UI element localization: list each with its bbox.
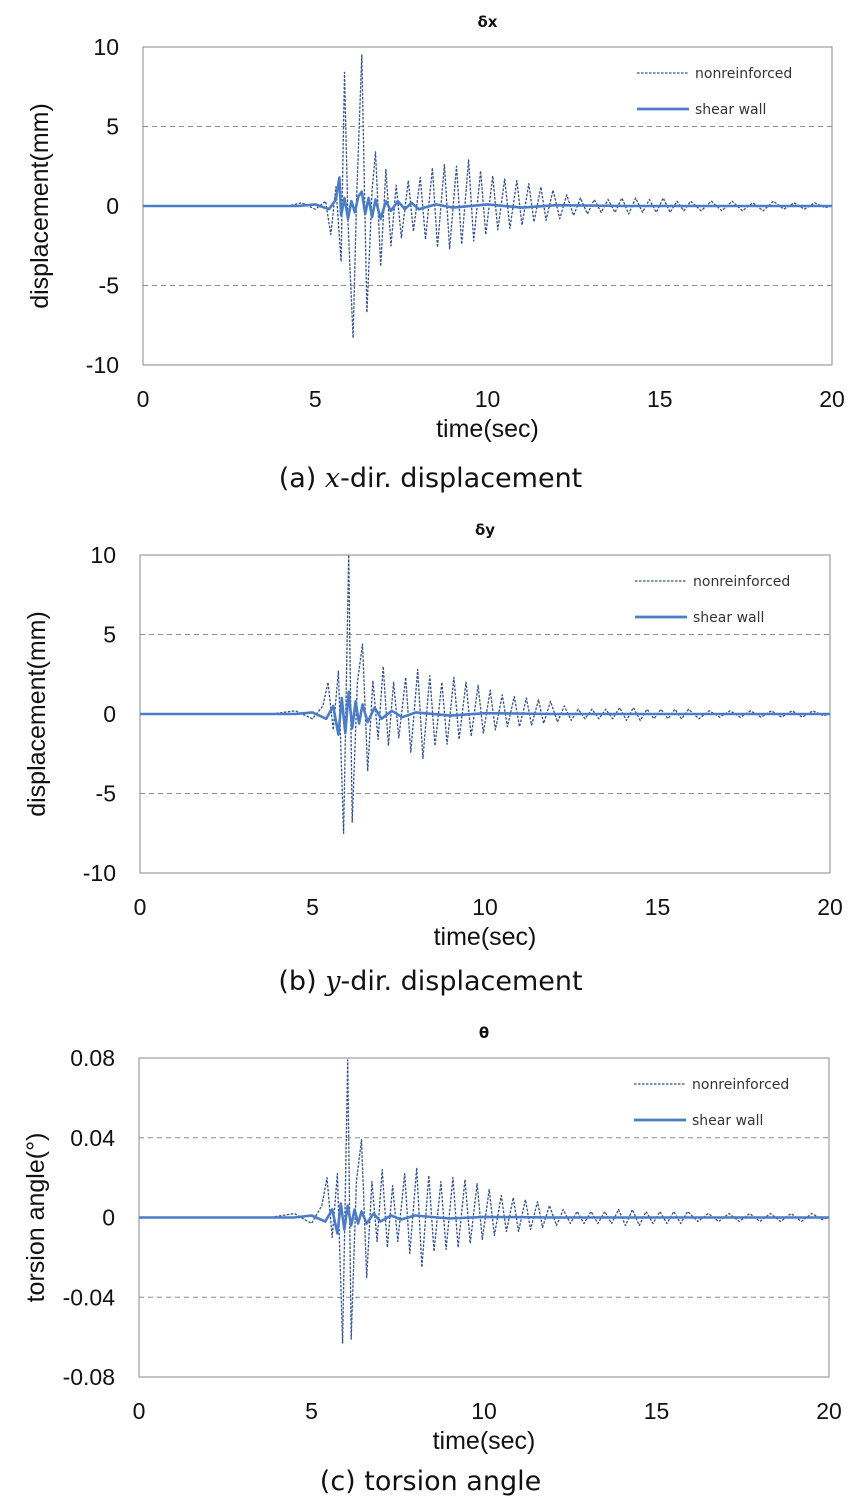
y-tick-label: 5: [103, 622, 116, 648]
x-tick-label: 20: [817, 894, 843, 920]
x-tick-label: 10: [471, 1398, 497, 1424]
x-tick-label: 5: [305, 1398, 318, 1424]
y-axis-label: displacement(mm): [26, 103, 54, 309]
y-tick-label: 10: [93, 34, 119, 60]
y-tick-label: 5: [106, 114, 119, 140]
series-line-shear-wall: [143, 176, 832, 220]
legend-label: shear wall: [695, 102, 766, 118]
y-displacement-chart: δy 10 5 0 -5 -10 0 5 10 15 20 time(sec) displacement…: [23, 521, 843, 951]
x-tick-label: 0: [134, 894, 147, 920]
x-tick-label: 5: [306, 894, 319, 920]
legend-label: nonreinforced: [693, 574, 790, 590]
series-line-nonreinforced: [139, 1059, 830, 1344]
chart-title: θ: [479, 1024, 489, 1042]
series-line-nonreinforced: [140, 554, 831, 834]
torsion-angle-chart: θ 0.08 0.04 0 -0.04 -0.08 0 5 10 15 20 time(sec) tor…: [22, 1024, 842, 1455]
y-tick-label: -10: [83, 860, 116, 886]
y-tick-label: 10: [90, 542, 116, 568]
chart-panel-torsion-angle: θ 0.08 0.04 0 -0.04 -0.08 0 5 10 15 20 time(sec) tor…: [0, 1014, 861, 1464]
x-tick-label: 0: [137, 386, 150, 412]
y-tick-label: 0: [106, 193, 119, 219]
x-tick-label: 20: [819, 386, 845, 412]
x-tick-label: 20: [816, 1398, 842, 1424]
y-tick-label: -0.04: [63, 1284, 116, 1310]
series-line-shear-wall: [140, 690, 830, 736]
x-tick-label: 5: [309, 386, 322, 412]
y-tick-label: -0.08: [63, 1364, 115, 1390]
y-tick-label: 0: [103, 701, 116, 727]
legend-label: nonreinforced: [692, 1077, 789, 1093]
chart-panel-x-displacement: δx 10 5 0 -5 -10 0 5 10 15 20 time(sec) displacement…: [0, 0, 861, 460]
y-tick-label: -10: [86, 352, 119, 378]
chart-title: δy: [475, 521, 495, 539]
caption-b: (b) y-dir. displacement: [278, 966, 583, 997]
y-tick-label: 0: [102, 1205, 115, 1231]
x-displacement-chart: δx 10 5 0 -5 -10 0 5 10 15 20 time(sec) displacement…: [26, 13, 845, 443]
chart-panel-y-displacement: δy 10 5 0 -5 -10 0 5 10 15 20 time(sec) displacement…: [0, 510, 861, 970]
x-axis-label: time(sec): [433, 1427, 536, 1455]
x-axis-label: time(sec): [434, 923, 537, 951]
series-line-nonreinforced: [143, 54, 833, 339]
caption-c: (c) torsion angle: [319, 1466, 542, 1497]
x-tick-label: 10: [475, 386, 501, 412]
legend-label: shear wall: [693, 610, 764, 626]
y-tick-label: -5: [96, 781, 116, 807]
y-tick-label: 0.04: [70, 1125, 115, 1151]
legend-label: shear wall: [692, 1113, 763, 1129]
y-axis-label: torsion angle(°): [22, 1133, 50, 1303]
caption-a: (a) x-dir. displacement: [278, 463, 583, 494]
y-axis-label: displacement(mm): [23, 611, 51, 817]
x-tick-label: 10: [472, 894, 498, 920]
series-line-shear-wall: [139, 1202, 829, 1235]
x-tick-label: 15: [647, 386, 673, 412]
y-tick-label: 0.08: [70, 1045, 115, 1071]
x-tick-label: 15: [645, 894, 671, 920]
y-tick-label: -5: [99, 273, 119, 299]
x-tick-label: 0: [133, 1398, 146, 1424]
x-tick-label: 15: [644, 1398, 670, 1424]
legend-label: nonreinforced: [695, 66, 792, 82]
x-axis-label: time(sec): [436, 415, 539, 443]
chart-title: δx: [478, 13, 498, 31]
